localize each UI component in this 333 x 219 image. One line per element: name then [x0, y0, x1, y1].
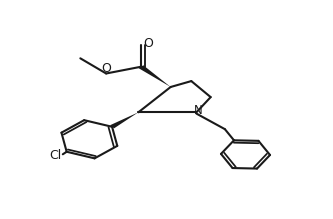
Text: Cl: Cl	[49, 149, 62, 162]
Polygon shape	[110, 112, 139, 128]
Text: O: O	[101, 62, 111, 75]
Text: methyl: methyl	[74, 57, 79, 58]
Text: O: O	[143, 37, 153, 51]
Text: N: N	[193, 104, 202, 117]
Text: methyl: methyl	[75, 58, 80, 59]
Polygon shape	[139, 65, 170, 87]
